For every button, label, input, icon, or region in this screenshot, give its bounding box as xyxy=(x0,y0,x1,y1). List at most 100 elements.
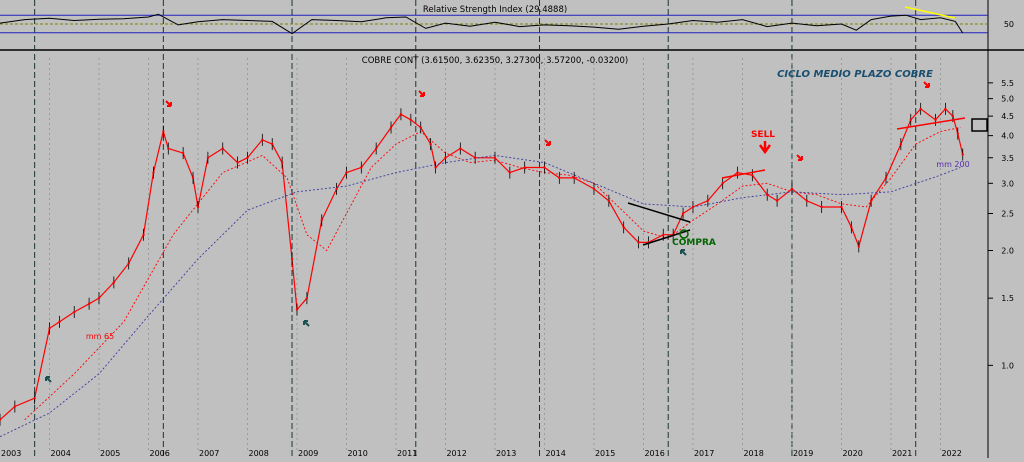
price-point xyxy=(236,161,239,164)
x-tick-label: 2013 xyxy=(496,449,516,458)
grid-layer xyxy=(0,0,993,458)
price-point xyxy=(389,126,393,129)
price-point xyxy=(805,199,809,202)
price-point xyxy=(840,205,843,209)
triangle-upper-line xyxy=(627,202,691,223)
text-layer: Relative Strength Index (29.4888) COBRE … xyxy=(1,5,1014,458)
x-tick-label: 2017 xyxy=(694,449,714,458)
y-tick-label: 5.0 xyxy=(1001,95,1014,104)
rsi-line xyxy=(0,13,964,35)
price-point xyxy=(13,405,17,408)
yellow-trendline xyxy=(904,6,956,19)
price-point xyxy=(429,142,432,146)
price-point xyxy=(869,199,873,202)
x-tick-label: 2007 xyxy=(199,449,219,458)
price-point xyxy=(419,126,422,129)
price-point xyxy=(662,233,665,236)
x-tick-label: 2003 xyxy=(1,449,21,458)
x-tick-label: 2009 xyxy=(298,449,318,458)
price-point xyxy=(295,308,299,311)
sell-arrow-icon xyxy=(758,141,772,155)
price-point xyxy=(409,118,413,122)
x-tick-label: 2019 xyxy=(793,449,813,458)
red-arrow-icon-2014 xyxy=(544,139,551,146)
price-point xyxy=(206,156,210,159)
price-point xyxy=(572,176,576,180)
green-arrow-icon-2003 xyxy=(45,376,52,383)
price-point xyxy=(152,171,155,174)
price-point xyxy=(592,187,596,191)
price-point xyxy=(607,199,611,202)
series-layer xyxy=(0,13,964,438)
x-tick-label: 2012 xyxy=(446,449,466,458)
overlay-layer xyxy=(45,6,988,383)
price-point xyxy=(271,142,274,146)
x-tick-label: 2016 xyxy=(644,449,664,458)
price-point xyxy=(0,418,2,421)
y-tick-label: 1.5 xyxy=(1001,294,1014,303)
compra-circle xyxy=(679,229,689,239)
x-tick-label: 2015 xyxy=(595,449,615,458)
x-tick-label: 2006 xyxy=(149,449,169,458)
price-point xyxy=(142,233,145,236)
price-point xyxy=(127,262,130,265)
price-point xyxy=(523,166,526,169)
price-point xyxy=(899,142,903,146)
cycle-title: CICLO MEDIO PLAZO COBRE xyxy=(777,69,933,80)
price-point xyxy=(622,226,625,229)
price-point xyxy=(543,166,546,169)
red-trendline-2021 xyxy=(896,117,966,130)
price-point xyxy=(721,182,724,185)
mm65-label: mm 65 xyxy=(86,332,114,341)
price-point xyxy=(191,176,195,180)
price-point xyxy=(305,296,309,300)
rsi-title: Relative Strength Index (29.4888) xyxy=(423,5,567,15)
x-tick-label: 2004 xyxy=(50,449,70,458)
price-point xyxy=(459,147,462,150)
red-arrow-icon-2011 xyxy=(418,90,425,97)
price-point xyxy=(399,113,403,116)
price-point xyxy=(790,187,794,191)
y-tick-label: 5.5 xyxy=(1001,79,1014,88)
price-marker-box xyxy=(971,118,988,132)
price-point xyxy=(280,161,284,164)
price-point xyxy=(73,310,76,314)
price-panel-bg xyxy=(0,52,1024,458)
price-point xyxy=(112,281,116,284)
y-tick-label: 4.5 xyxy=(1001,112,1014,121)
price-point xyxy=(884,176,888,180)
price-point xyxy=(766,193,769,196)
price-point xyxy=(48,327,51,330)
x-tick-label: 2014 xyxy=(545,449,565,458)
price-point xyxy=(261,138,264,142)
mm200-label: mm 200 xyxy=(936,160,969,169)
price-point xyxy=(850,226,853,229)
price-point xyxy=(221,147,224,150)
price-point xyxy=(162,130,165,133)
x-tick-label: 2008 xyxy=(248,449,268,458)
price-point xyxy=(246,156,249,159)
price-point xyxy=(681,212,685,215)
price-point xyxy=(444,156,447,159)
price-point xyxy=(167,147,170,150)
price-point xyxy=(87,302,91,305)
x-tick-label: 2010 xyxy=(347,449,367,458)
triangle-lower-line xyxy=(642,229,691,246)
price-point xyxy=(961,153,964,156)
price-point xyxy=(909,118,912,122)
price-point xyxy=(751,174,754,177)
y-tick-label: 1.0 xyxy=(1001,361,1014,370)
y-tick-label: 3.0 xyxy=(1001,179,1014,188)
price-point xyxy=(919,107,922,111)
price-title: COBRE CONT (3.61500, 3.62350, 3.27300, 3… xyxy=(362,56,628,66)
price-point xyxy=(508,171,512,174)
x-tick-label: 2022 xyxy=(941,449,961,458)
price-point xyxy=(290,257,294,261)
price-point xyxy=(951,114,955,118)
price-point xyxy=(181,151,185,155)
price-point xyxy=(374,147,378,150)
price-point xyxy=(736,171,739,174)
price-point xyxy=(956,132,959,135)
price-point xyxy=(33,397,36,400)
x-tick-label: 2005 xyxy=(100,449,120,458)
